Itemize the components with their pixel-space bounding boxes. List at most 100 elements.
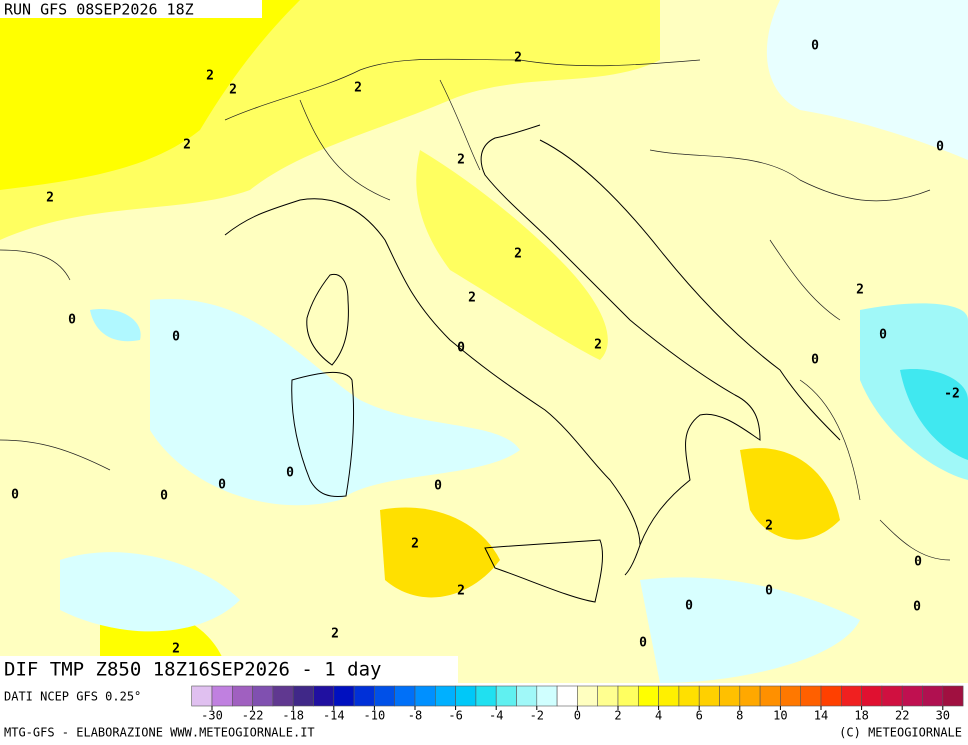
colorbar-swatch <box>637 685 659 707</box>
contour-label: 0 <box>172 330 180 345</box>
cool-area <box>766 0 968 160</box>
colorbar-swatch <box>861 685 883 707</box>
colorbar-swatch <box>739 685 761 707</box>
contour-label: 2 <box>594 338 602 353</box>
border-line <box>0 249 111 471</box>
colorbar-swatch <box>394 685 416 707</box>
colorbar-swatch <box>292 685 314 707</box>
coastline <box>291 371 355 498</box>
coastline <box>224 124 761 576</box>
title-box <box>0 656 458 684</box>
contour-label: 0 <box>434 479 442 494</box>
cool-area <box>150 299 520 506</box>
colorbar-tick-label: 14 <box>814 709 828 723</box>
warm-area <box>380 507 500 598</box>
colorbar-swatch <box>719 685 741 707</box>
copyright-label: (C) METEOGIORNALE <box>839 726 962 740</box>
cool-area <box>60 552 240 632</box>
contour-label: 0 <box>879 328 887 343</box>
map <box>0 0 968 683</box>
colorbar-swatch <box>881 685 903 707</box>
colorbar-tick-label: 6 <box>696 709 703 723</box>
colorbar-tick-label: -22 <box>242 709 264 723</box>
contour-label: 2 <box>172 642 180 657</box>
contour-label: 0 <box>765 584 773 599</box>
colorbar-swatch <box>211 685 233 707</box>
contour-label: 2 <box>331 627 339 642</box>
colorbar-swatch <box>191 685 213 707</box>
colorbar-swatch <box>922 685 944 707</box>
colorbar-tick-label: -6 <box>448 709 462 723</box>
colorbar-swatch <box>658 685 680 707</box>
colorbar-swatch <box>313 685 335 707</box>
colorbar-swatch <box>374 685 395 707</box>
contour-label: 0 <box>286 466 294 481</box>
contour-label: 0 <box>811 353 819 368</box>
contour-label: 0 <box>936 140 944 155</box>
colorbar-tick-label: 4 <box>655 709 662 723</box>
contour-label: 2 <box>206 69 214 84</box>
run-label: RUN GFS 08SEP2026 18Z <box>4 1 194 19</box>
contour-label: 0 <box>914 555 922 570</box>
colorbar-tick-label: -14 <box>323 709 345 723</box>
header-box <box>0 0 262 18</box>
contour-label: 0 <box>11 488 19 503</box>
credit-label: MTG-GFS - ELABORAZIONE WWW.METEOGIORNALE… <box>4 726 315 740</box>
contour-label: 2 <box>457 584 465 599</box>
colorbar-swatch <box>475 685 497 707</box>
colorbar-swatch <box>333 685 355 707</box>
contour-label: 0 <box>811 39 819 54</box>
colorbar-swatch <box>820 685 842 707</box>
contour-label: 2 <box>457 153 465 168</box>
colorbar-tick-label: -2 <box>530 709 544 723</box>
colorbar-swatch <box>556 685 578 707</box>
contour-label: 0 <box>639 636 647 651</box>
contour-label: 0 <box>218 478 226 493</box>
contour-label: 2 <box>183 138 191 153</box>
colorbar-swatch <box>455 685 477 707</box>
contour-label: 2 <box>229 83 237 98</box>
colorbar-swatch <box>516 685 538 707</box>
colorbar-swatch <box>942 685 964 707</box>
coastline <box>484 539 603 603</box>
colorbar-tick-label: 18 <box>854 709 868 723</box>
contour-label: 2 <box>411 537 419 552</box>
border-line <box>224 58 951 561</box>
warm-area <box>416 150 608 360</box>
contour-label: 0 <box>685 599 693 614</box>
colorbar-tick-label: -30 <box>201 709 223 723</box>
colorbar-tick-label: -8 <box>408 709 422 723</box>
contour-label: 0 <box>68 313 76 328</box>
colorbar-swatch <box>232 685 253 707</box>
map-title: DIF TMP Z850 18Z16SEP2026 - 1 day <box>4 659 382 681</box>
cool-area <box>640 577 860 683</box>
contour-label: 2 <box>856 283 864 298</box>
contour-label: 2 <box>354 81 362 96</box>
coastline <box>539 139 841 441</box>
colorbar-tick-label: -18 <box>282 709 304 723</box>
contour-label: 0 <box>160 489 168 504</box>
contour-label: 2 <box>46 191 54 206</box>
colorbar-swatch <box>780 685 802 707</box>
colorbar-swatch <box>536 685 558 707</box>
colorbar-swatch <box>759 685 781 707</box>
colorbar-tick-label: 22 <box>895 709 909 723</box>
contour-label: 0 <box>457 341 465 356</box>
colorbar-swatch <box>495 685 517 707</box>
warm-area <box>0 0 300 190</box>
colorbar-swatch <box>901 685 923 707</box>
colorbar-swatch <box>840 685 862 707</box>
colorbar-swatch <box>272 685 294 707</box>
colorbar-tick-label: 30 <box>936 709 950 723</box>
colorbar-tick-label: -10 <box>364 709 386 723</box>
colorbar-tick-label: 0 <box>574 709 581 723</box>
warm-area <box>740 448 840 540</box>
colorbar-swatch <box>353 685 375 707</box>
contour-label: 0 <box>913 600 921 615</box>
contour-label: 2 <box>514 247 522 262</box>
coastline <box>306 273 349 366</box>
colorbar-swatch <box>800 685 822 707</box>
colorbar-swatch <box>597 685 619 707</box>
colorbar-swatch <box>414 685 436 707</box>
colorbar-swatch <box>434 685 456 707</box>
